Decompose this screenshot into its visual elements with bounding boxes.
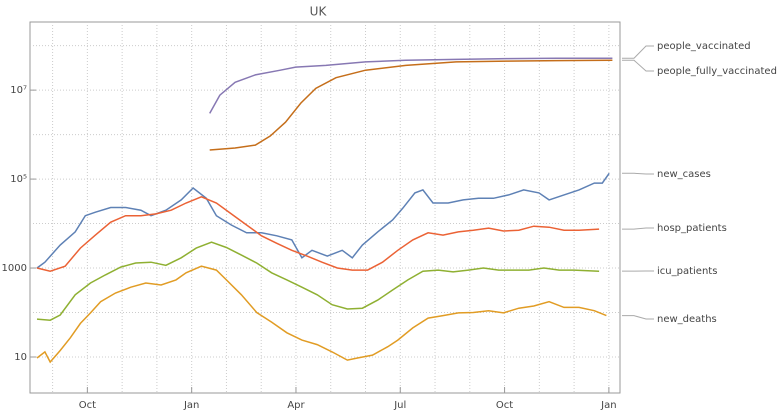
leader-line xyxy=(622,172,654,175)
series-line xyxy=(209,57,613,114)
leader-line xyxy=(622,227,654,230)
series-line xyxy=(36,172,610,269)
leader-line xyxy=(622,315,654,320)
legend-label: new_cases xyxy=(657,169,711,180)
chart-title: UK xyxy=(310,5,328,19)
series-line xyxy=(36,265,607,364)
x-tick-label: Jan xyxy=(600,400,616,411)
y-tick-label: 10⁷ xyxy=(10,85,27,96)
legend-label: icu_patients xyxy=(657,266,717,277)
leader-line xyxy=(622,45,654,59)
y-tick-label: 1000 xyxy=(2,263,27,274)
x-tick-label: Oct xyxy=(496,400,513,411)
series-line xyxy=(36,241,600,321)
x-tick-label: Jul xyxy=(393,400,406,411)
series-line xyxy=(36,195,600,272)
leader-line xyxy=(622,59,654,72)
series-line xyxy=(209,59,613,151)
plot-frame xyxy=(29,21,621,394)
legend-label: new_deaths xyxy=(657,314,717,325)
x-tick-label: Apr xyxy=(287,400,305,411)
y-tick-label: 10 xyxy=(14,352,27,363)
legend-label: hosp_patients xyxy=(657,223,727,234)
x-tick-label: Jan xyxy=(183,400,199,411)
y-tick-label: 10⁵ xyxy=(10,174,27,185)
x-tick-label: Oct xyxy=(79,400,96,411)
legend-label: people_fully_vaccinated xyxy=(657,66,777,77)
legend-label: people_vaccinated xyxy=(657,41,751,52)
